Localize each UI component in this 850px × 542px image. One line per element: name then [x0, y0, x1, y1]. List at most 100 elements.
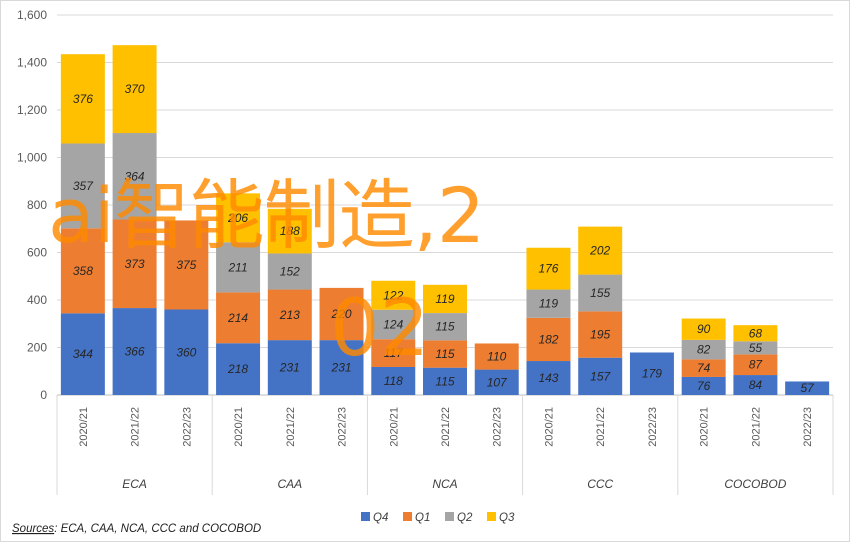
bar-segment [681, 318, 726, 340]
group-label: CCC [587, 477, 613, 491]
x-tick-label: 2021/22 [750, 407, 762, 447]
bar-segment [474, 343, 519, 370]
source-note-prefix: Sources [12, 523, 54, 535]
data-label: 119 [435, 292, 454, 306]
data-label: 375 [176, 258, 196, 272]
legend-swatch [403, 512, 412, 521]
group-label: CAA [277, 477, 302, 491]
data-label: 119 [539, 297, 558, 311]
bar-segment [526, 247, 571, 290]
bar-segment [371, 366, 416, 395]
x-tick-label: 2021/22 [440, 407, 452, 447]
data-label: 90 [697, 322, 711, 336]
y-tick-label: 1,000 [17, 151, 47, 165]
data-label: 122 [383, 288, 403, 302]
source-note: Sources: ECA, CAA, NCA, CCC and COCOBOD [12, 523, 261, 535]
x-tick-label: 2020/21 [78, 407, 90, 447]
bars: 344 358 357 376 366 373 364 370 360 375 218 214 211 2… [60, 45, 830, 395]
bar-segment [371, 280, 416, 310]
data-label: 214 [227, 311, 248, 325]
x-tick-label: 2020/21 [543, 407, 555, 447]
bar-segment [733, 341, 778, 355]
y-tick-label: 0 [40, 388, 47, 402]
data-label: 124 [383, 317, 403, 331]
y-axis: 0 200 400 600 800 1,000 1,200 1,400 1,600 [17, 8, 47, 402]
data-label: 373 [125, 257, 145, 271]
legend-label: Q2 [457, 512, 473, 524]
data-label: 107 [487, 375, 508, 389]
bar-segment [60, 143, 105, 229]
bar-segment [216, 343, 261, 395]
data-label: 87 [749, 358, 764, 372]
bar-segment [681, 359, 726, 377]
data-label: 55 [749, 341, 763, 355]
group-label: COCOBOD [724, 477, 786, 491]
x-tick-label: 2022/23 [492, 407, 504, 447]
legend-swatch [445, 512, 454, 521]
x-tick-label: 2021/22 [595, 407, 607, 447]
y-tick-label: 600 [27, 246, 47, 260]
y-tick-label: 1,400 [17, 56, 47, 70]
bar-segment [423, 367, 467, 395]
bar-segment [60, 313, 105, 395]
data-label: 182 [538, 332, 558, 346]
x-tick-label: 2022/23 [802, 407, 814, 447]
data-label: 360 [176, 345, 196, 359]
bar-segment [216, 242, 261, 293]
group-label: ECA [122, 477, 147, 491]
x-tick-label: 2021/22 [130, 407, 142, 447]
bar-segment [267, 289, 312, 341]
legend-label: Q3 [499, 512, 515, 524]
bar-segment [319, 287, 364, 341]
y-tick-label: 200 [27, 341, 47, 355]
data-label: 376 [73, 92, 93, 106]
data-label: 358 [73, 264, 93, 278]
data-label: 213 [279, 308, 300, 322]
bar-segment [423, 313, 467, 341]
source-note-text: : ECA, CAA, NCA, CCC and COCOBOD [54, 523, 261, 535]
data-label: 118 [384, 374, 403, 388]
x-tick-label: 2022/23 [647, 407, 659, 447]
bar-segment [578, 274, 623, 312]
bar-segment [681, 339, 726, 360]
data-label: 211 [227, 260, 247, 274]
x-tick-label: 2022/23 [337, 407, 349, 447]
bar-segment [216, 193, 261, 243]
legend-label: Q4 [373, 512, 388, 524]
data-label: 110 [487, 350, 506, 364]
x-tick-label: 2022/23 [181, 407, 193, 447]
x-tick-label: 2020/21 [699, 407, 711, 447]
data-label: 115 [435, 320, 454, 334]
data-label: 202 [589, 244, 610, 258]
group-label: NCA [432, 477, 457, 491]
data-label: 115 [435, 347, 454, 361]
bar-segment [267, 340, 312, 395]
data-label: 364 [125, 169, 145, 183]
y-tick-label: 800 [27, 198, 47, 212]
legend-swatch [361, 512, 370, 521]
bar-segment [112, 133, 157, 220]
x-tick-label: 2021/22 [285, 407, 297, 447]
bar-segment [733, 375, 778, 395]
data-label: 176 [538, 262, 558, 276]
bar-segment [60, 54, 105, 144]
data-label: 57 [800, 381, 815, 395]
data-label: 117 [384, 346, 404, 360]
data-label: 220 [331, 307, 352, 321]
legend-swatch [487, 512, 496, 521]
bar-segment [267, 208, 312, 254]
bar-segment [60, 228, 105, 314]
bar-segment [629, 352, 674, 395]
data-label: 179 [642, 367, 662, 381]
data-label: 188 [280, 224, 300, 238]
data-label: 357 [73, 179, 94, 193]
data-label: 68 [749, 326, 763, 340]
bar-segment [526, 361, 571, 395]
bar-segment [319, 340, 364, 395]
bar-segment [371, 309, 416, 340]
data-label: 76 [697, 379, 711, 393]
bar-segment [733, 325, 778, 342]
y-tick-label: 1,600 [17, 8, 47, 22]
data-label: 344 [73, 347, 93, 361]
data-label: 84 [749, 378, 763, 392]
